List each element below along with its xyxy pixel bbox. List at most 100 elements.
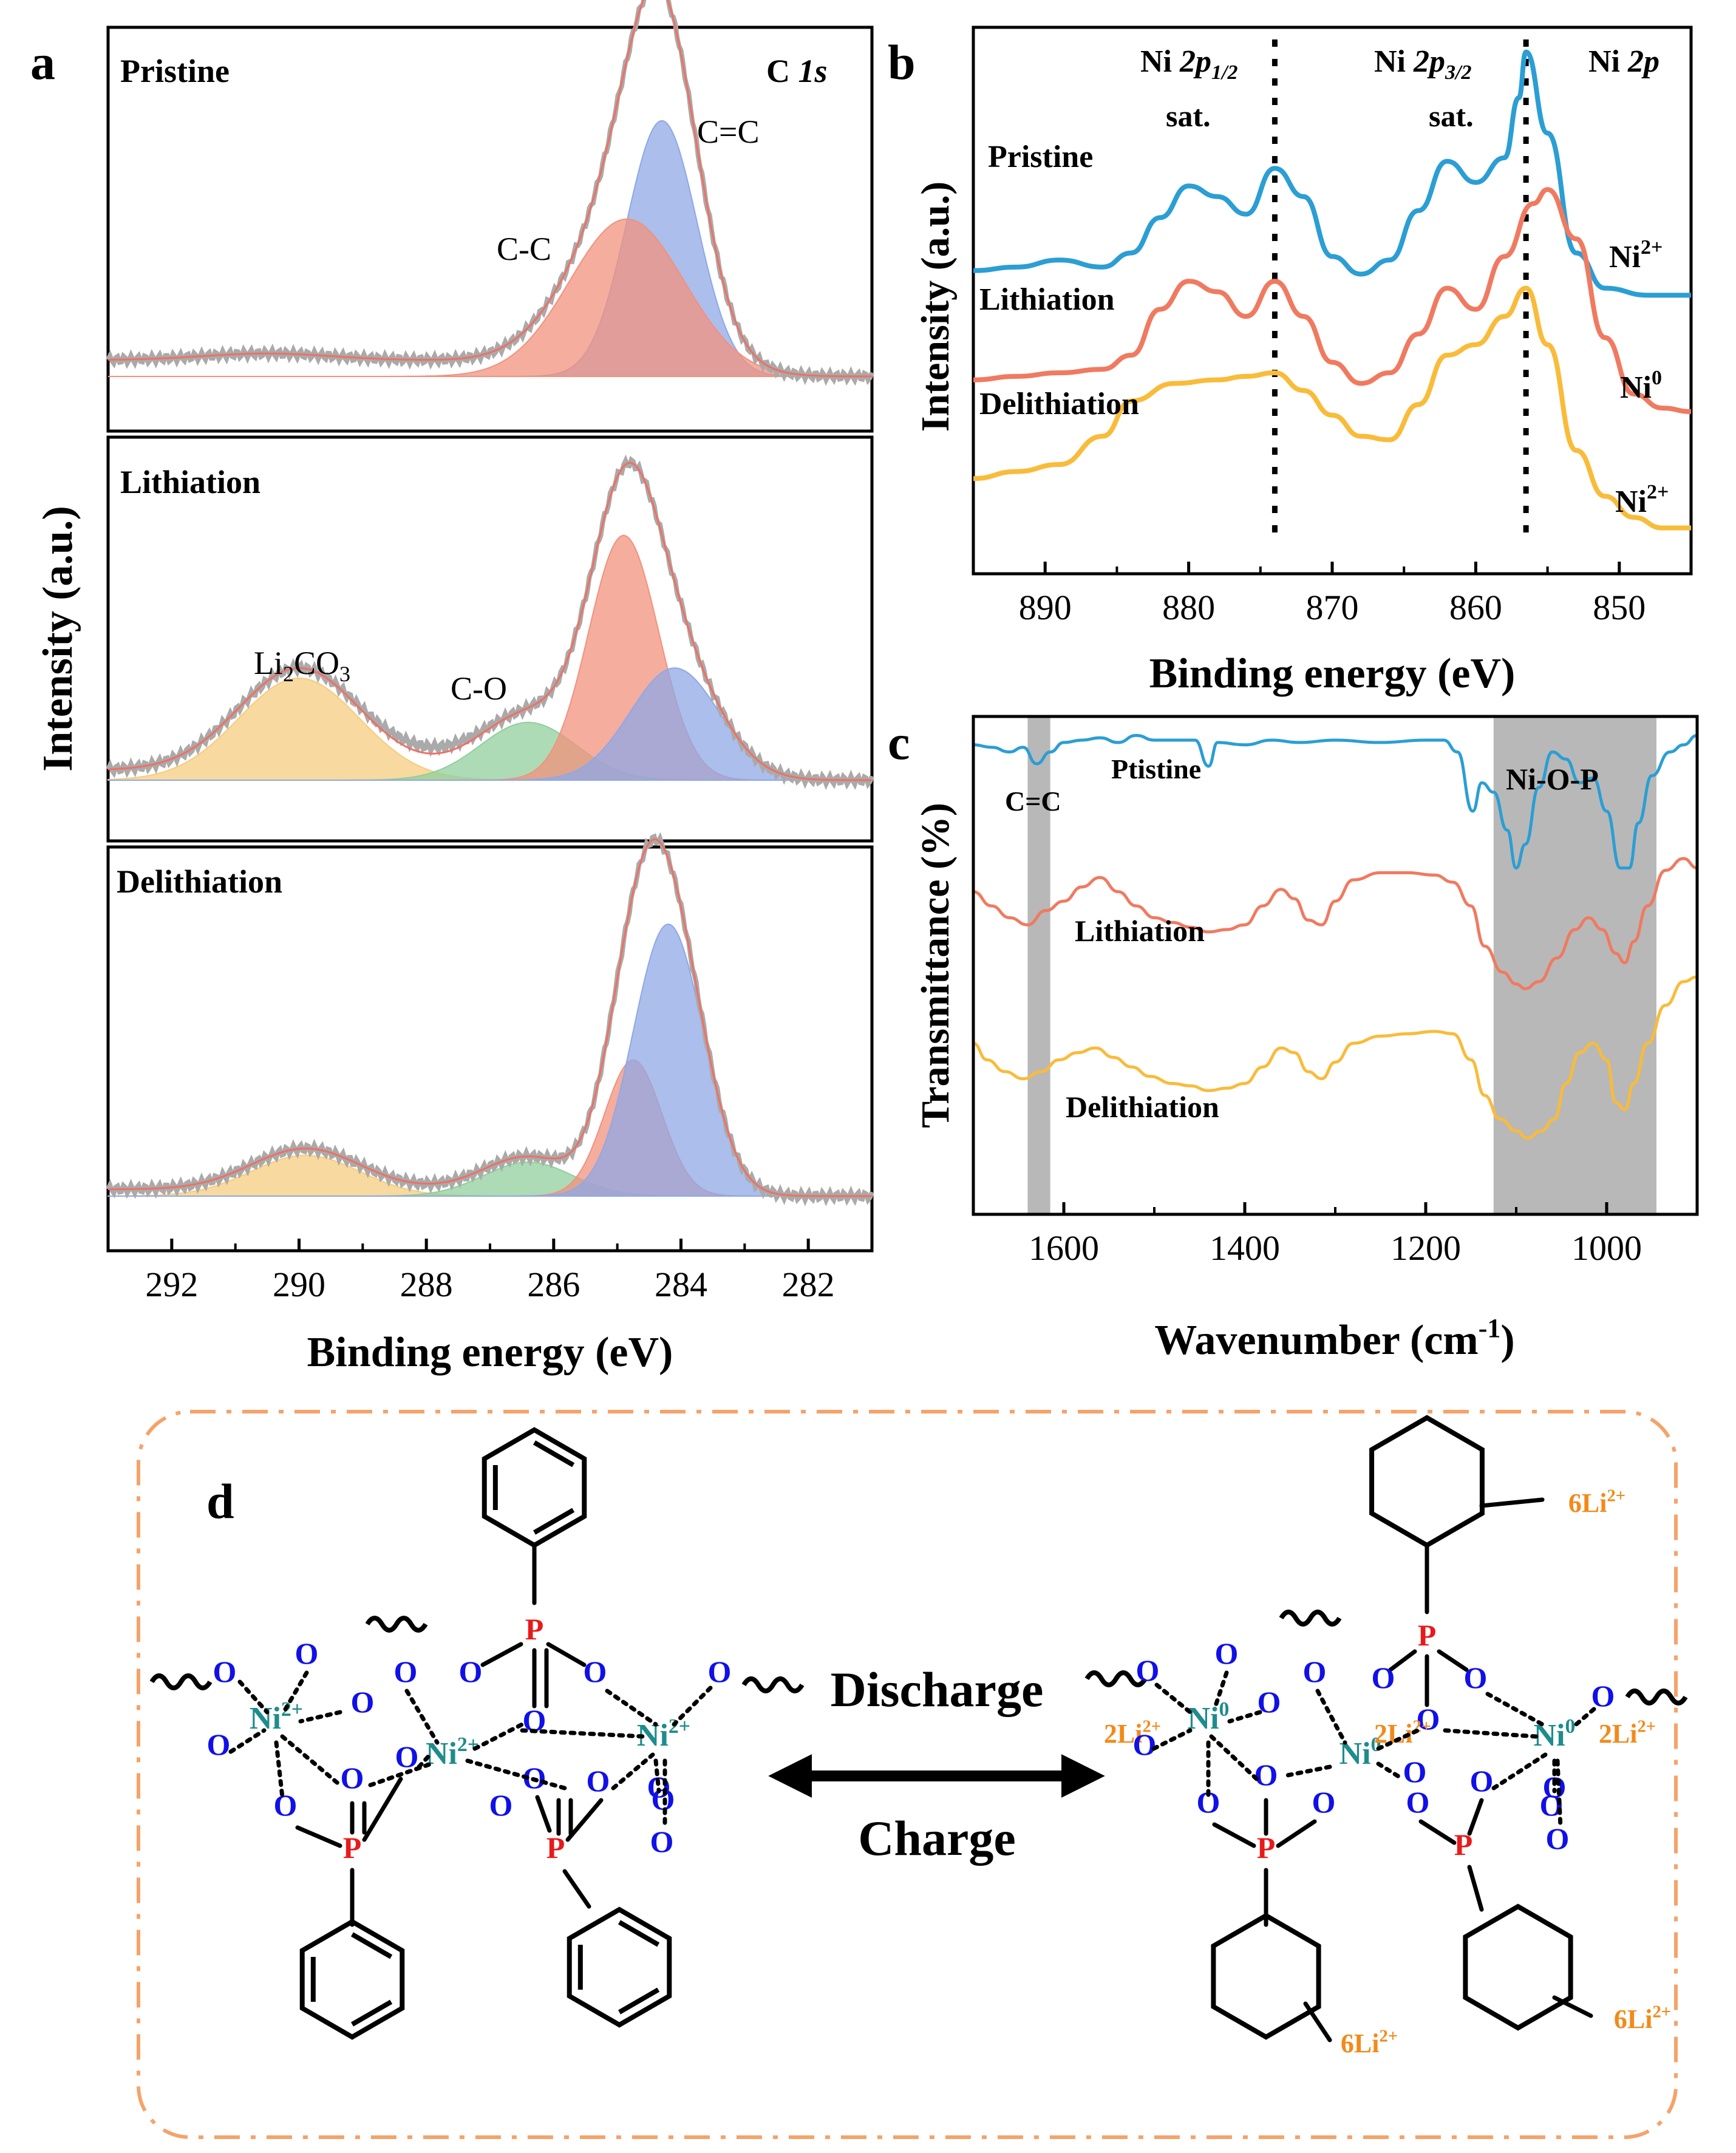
coordination-bond-left: [672, 1685, 713, 1727]
panel-c-tick-label: 1000: [1571, 1228, 1642, 1268]
benzene-ring-bottom-left-double-bond: [350, 1999, 393, 2027]
oxygen-atom: O: [587, 1764, 610, 1798]
bond-p-o-left: [480, 1642, 523, 1667]
oxygen-atom: O: [647, 1770, 671, 1804]
coordination-bond-left: [368, 1761, 434, 1787]
bond-ring-li-bottom-right: [1552, 1995, 1593, 2018]
panel-a-label: a: [30, 35, 55, 90]
oxygen-atom: O: [1133, 1727, 1157, 1761]
ni0-left-sup: 0: [1219, 1698, 1230, 1721]
bond-p-ring-right-lower-right: [1467, 1865, 1484, 1912]
label-b-ni2plus-bottom-sup: 2+: [1647, 481, 1669, 503]
oxygen-atom: O: [394, 1655, 418, 1689]
li-6-bottom-right: 6Li2+: [1614, 2002, 1671, 2034]
panel-a-frame-lithiation: [106, 435, 874, 843]
label-b-lithiation: Lithiation: [979, 282, 1115, 317]
panel-c-tick-label: 1600: [1029, 1228, 1099, 1268]
label-c-double-c: C=C: [697, 114, 760, 150]
c1s-envelope-fit: [107, 461, 872, 781]
label-b-ni2plus-top-sup: 2+: [1641, 236, 1663, 259]
coordination-bond-left: [404, 1689, 440, 1745]
label-ni2p32-ni: Ni: [1374, 44, 1414, 79]
label-li2co3-sub: 2: [283, 662, 294, 686]
li-2-left: 2Li2+: [1104, 1717, 1161, 1749]
ftir-band-c-c: [1027, 716, 1050, 1214]
bond-p-o-right: [546, 1642, 587, 1667]
panel-a-delithiation-plot: [106, 832, 874, 1206]
oxygen-atom: O: [708, 1655, 732, 1689]
cyclohexane-ring-top-right: [1369, 1415, 1485, 1548]
panel-b-tick-label: 850: [1593, 588, 1646, 627]
label-c1s-c: C: [766, 53, 798, 89]
label-c-ptistine: Ptistine: [1111, 753, 1201, 784]
label-c1s: C 1s: [766, 53, 828, 89]
coordination-bond-left: [653, 1758, 661, 1794]
label-ni2p12: Ni 2p1/2: [1140, 44, 1237, 84]
bond-p-o-right-top-left: [1388, 1649, 1417, 1672]
label-ni2p-corner: Ni 2p: [1588, 44, 1659, 79]
label-c-cc: C=C: [1005, 786, 1061, 817]
li-6-top-sup: 2+: [1607, 1486, 1625, 1505]
c1s-component-c-c: [108, 120, 872, 377]
panel-a-tick-label: 282: [782, 1265, 835, 1304]
coordination-bond-right: [1570, 1707, 1596, 1730]
oxygen-atom: O: [1136, 1653, 1160, 1687]
label-ni2p32-2p: 2p: [1413, 44, 1445, 79]
label-c-single-c: C-C: [497, 231, 551, 267]
benzene-ring-top-left-double-bond: [533, 1508, 575, 1535]
bond-o-p-right-lower-left-2: [1212, 1822, 1256, 1848]
polymer-chain-right-left: [1084, 1670, 1148, 1687]
panel-a-x-ticks: 292 290 288 286 284 282: [107, 1239, 873, 1304]
bond-o-p-right-lower-right-2: [1467, 1798, 1484, 1836]
coordination-bond-right: [1555, 1758, 1563, 1830]
panel-a-pristine-plot: [106, 0, 874, 386]
panel-a: a 292 290 288 286 284 282 Pristine C 1s C=C C…: [30, 0, 874, 1376]
panel-b-plot: [973, 39, 1692, 540]
label-b-delithiation: Delithiation: [979, 387, 1139, 421]
label-ni2p12-sub: 1/2: [1211, 61, 1237, 84]
li-6-bottom-left: 6Li2+: [1341, 2027, 1398, 2058]
coordination-bond-left: [283, 1670, 309, 1712]
panel-a-tick-label: 284: [655, 1265, 707, 1304]
ni2plus-center-sup: 2+: [457, 1733, 479, 1756]
phosphorus-atom: P: [546, 1831, 565, 1865]
coordination-bond-left: [520, 1728, 646, 1739]
coordination-bond-left: [274, 1740, 285, 1800]
c1s-envelope-fit: [108, 838, 872, 1197]
label-b-ni2plus-bottom: Ni2+: [1615, 481, 1669, 519]
oxygen-atom: O: [459, 1655, 483, 1689]
charge-label: Charge: [858, 1811, 1016, 1866]
bond-o-p-right-lower-right: [1418, 1819, 1457, 1845]
panel-a-x-axis-label: Binding energy (eV): [307, 1329, 673, 1376]
panel-c-x-axis-label-main: Wavenumber (cm: [1154, 1317, 1478, 1364]
oxygen-atom: O: [650, 1825, 674, 1859]
li-2-center: 2Li2+: [1374, 1717, 1431, 1749]
ni2plus-center: Ni2+: [426, 1733, 479, 1771]
oxygen-atom: O: [1470, 1764, 1494, 1798]
li-6-bottom-left-base: 6Li: [1341, 2029, 1380, 2058]
ni2p-series-delithiation: [973, 285, 1691, 531]
ni2plus-right: Ni2+: [637, 1715, 690, 1753]
li-2-right-sup: 2+: [1637, 1717, 1656, 1736]
panel-c-label: c: [888, 715, 910, 770]
panel-a-tick-label: 292: [145, 1265, 198, 1304]
bond-o-p-right-lower-d: [565, 1798, 604, 1842]
bond-p-ring-right: [562, 1869, 591, 1909]
coordination-bond-left: [228, 1728, 267, 1754]
ni0-right-sup: 0: [1565, 1715, 1576, 1738]
label-ni2p-corner-2p: 2p: [1627, 44, 1659, 79]
polymer-chain-right-right: [1625, 1689, 1688, 1706]
coordination-bond-right: [1485, 1692, 1545, 1727]
panel-c-tick-label: 1400: [1210, 1228, 1280, 1268]
oxygen-atom: O: [1372, 1661, 1395, 1695]
bond-p-o-right-top-right: [1437, 1649, 1469, 1672]
bond-ring-li-bottom-left: [1303, 2001, 1332, 2042]
ni2p-series-pristine: [973, 49, 1691, 298]
li-2-left-sup: 2+: [1142, 1717, 1161, 1736]
label-lithiation: Lithiation: [120, 464, 260, 500]
panel-b-label: b: [888, 35, 916, 90]
li-6-bottom-right-base: 6Li: [1614, 2004, 1653, 2034]
bond-o-p-right-lower-left-3: [1276, 1819, 1317, 1848]
panel-c: c 1600 1400 1200 1000 C=C Ni-O-P Ptistine L…: [888, 715, 1699, 1364]
